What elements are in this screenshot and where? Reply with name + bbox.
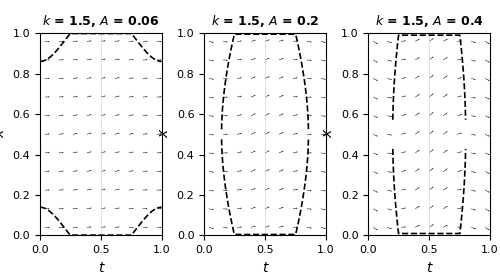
Y-axis label: x: x — [322, 130, 336, 138]
Title: $\mathbf{\it{k}}$ = 1.5, $\mathbf{\it{A}}$ = 0.4: $\mathbf{\it{k}}$ = 1.5, $\mathbf{\it{A}… — [374, 13, 484, 29]
X-axis label: t: t — [98, 261, 103, 275]
Y-axis label: x: x — [157, 130, 171, 138]
Title: $\mathbf{\it{k}}$ = 1.5, $\mathbf{\it{A}}$ = 0.06: $\mathbf{\it{k}}$ = 1.5, $\mathbf{\it{A}… — [42, 13, 160, 29]
Title: $\mathbf{\it{k}}$ = 1.5, $\mathbf{\it{A}}$ = 0.2: $\mathbf{\it{k}}$ = 1.5, $\mathbf{\it{A}… — [211, 13, 319, 29]
X-axis label: t: t — [426, 261, 432, 275]
X-axis label: t: t — [262, 261, 268, 275]
Y-axis label: x: x — [0, 130, 7, 138]
